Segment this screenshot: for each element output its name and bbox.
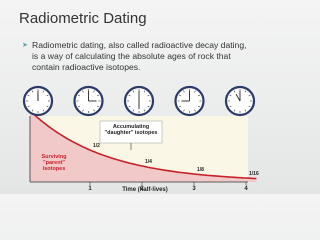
clock-tick bbox=[128, 94, 131, 97]
clock-tick bbox=[77, 105, 80, 108]
clock-tick bbox=[128, 105, 131, 108]
parent-area bbox=[30, 111, 257, 182]
clock-tick bbox=[27, 105, 30, 108]
fraction-label: 1/4 bbox=[145, 159, 152, 165]
bullet: ➤ Radiometric dating, also called radioa… bbox=[22, 40, 252, 73]
clock-tick bbox=[229, 94, 232, 97]
clock-tick bbox=[244, 90, 247, 93]
decay-curve bbox=[29, 110, 257, 180]
clock-tick bbox=[248, 105, 251, 108]
clock-tick bbox=[42, 109, 45, 112]
clock-tick bbox=[183, 109, 185, 112]
clock-hand bbox=[235, 93, 241, 102]
daughter-label: Accumulating "daughter" isotopes bbox=[104, 124, 158, 136]
x-tick-label: 3 bbox=[192, 186, 196, 192]
fraction-label: 1/16 bbox=[249, 171, 259, 177]
clock-tick bbox=[93, 90, 95, 93]
clock-tick bbox=[244, 109, 247, 112]
parent-label-box: Surviving "parent" isotopes bbox=[41, 154, 67, 172]
clock-tick bbox=[82, 90, 84, 93]
clock-tick bbox=[233, 90, 236, 93]
slide-title: Radiometric Dating bbox=[19, 10, 147, 27]
clock-tick bbox=[42, 90, 45, 93]
clocks bbox=[22, 85, 256, 117]
fraction-label: 1/2 bbox=[93, 143, 100, 149]
clock-tick bbox=[93, 109, 95, 112]
clock-tick bbox=[82, 109, 84, 112]
slide: {"header": {"title": "Radiometric Dating… bbox=[0, 0, 259, 194]
clock-tick bbox=[143, 109, 146, 112]
clock-tick bbox=[229, 105, 232, 108]
bullet-icon: ➤ bbox=[22, 42, 28, 49]
clock-tick bbox=[46, 94, 49, 97]
clock-tick bbox=[198, 94, 201, 97]
clock-tick bbox=[178, 94, 181, 97]
clock-tick bbox=[147, 94, 150, 97]
clock-tick bbox=[183, 90, 185, 93]
x-tick-label: 1 bbox=[88, 186, 92, 192]
clock-tick bbox=[132, 109, 135, 112]
clock-tick bbox=[31, 90, 34, 93]
clock-tick bbox=[147, 105, 150, 108]
clock-tick bbox=[46, 105, 49, 108]
clock-tick bbox=[97, 105, 100, 108]
daughter-label-box: Accumulating "daughter" isotopes bbox=[104, 124, 158, 136]
parent-label: Surviving "parent" isotopes bbox=[41, 154, 67, 172]
clock-tick bbox=[132, 90, 135, 93]
x-axis-label: Time (half-lives) bbox=[122, 187, 168, 193]
clock-tick bbox=[194, 90, 196, 93]
clock-tick bbox=[178, 105, 181, 108]
clock-tick bbox=[77, 94, 80, 97]
fraction-label: 1/8 bbox=[197, 167, 204, 173]
figure: Accumulating "daughter" isotopes Survivi… bbox=[22, 85, 259, 193]
clock-tick bbox=[248, 94, 251, 97]
bullet-text: Radiometric dating, also called radioact… bbox=[32, 40, 247, 72]
clock-tick bbox=[27, 94, 30, 97]
x-tick-label: 2 bbox=[140, 186, 144, 192]
clock-tick bbox=[97, 94, 100, 97]
clock-tick bbox=[194, 109, 196, 112]
clock-tick bbox=[143, 90, 146, 93]
clock-tick bbox=[233, 109, 236, 112]
clock-tick bbox=[198, 105, 201, 108]
x-tick-label: 4 bbox=[244, 186, 248, 192]
clock-tick bbox=[31, 109, 34, 112]
